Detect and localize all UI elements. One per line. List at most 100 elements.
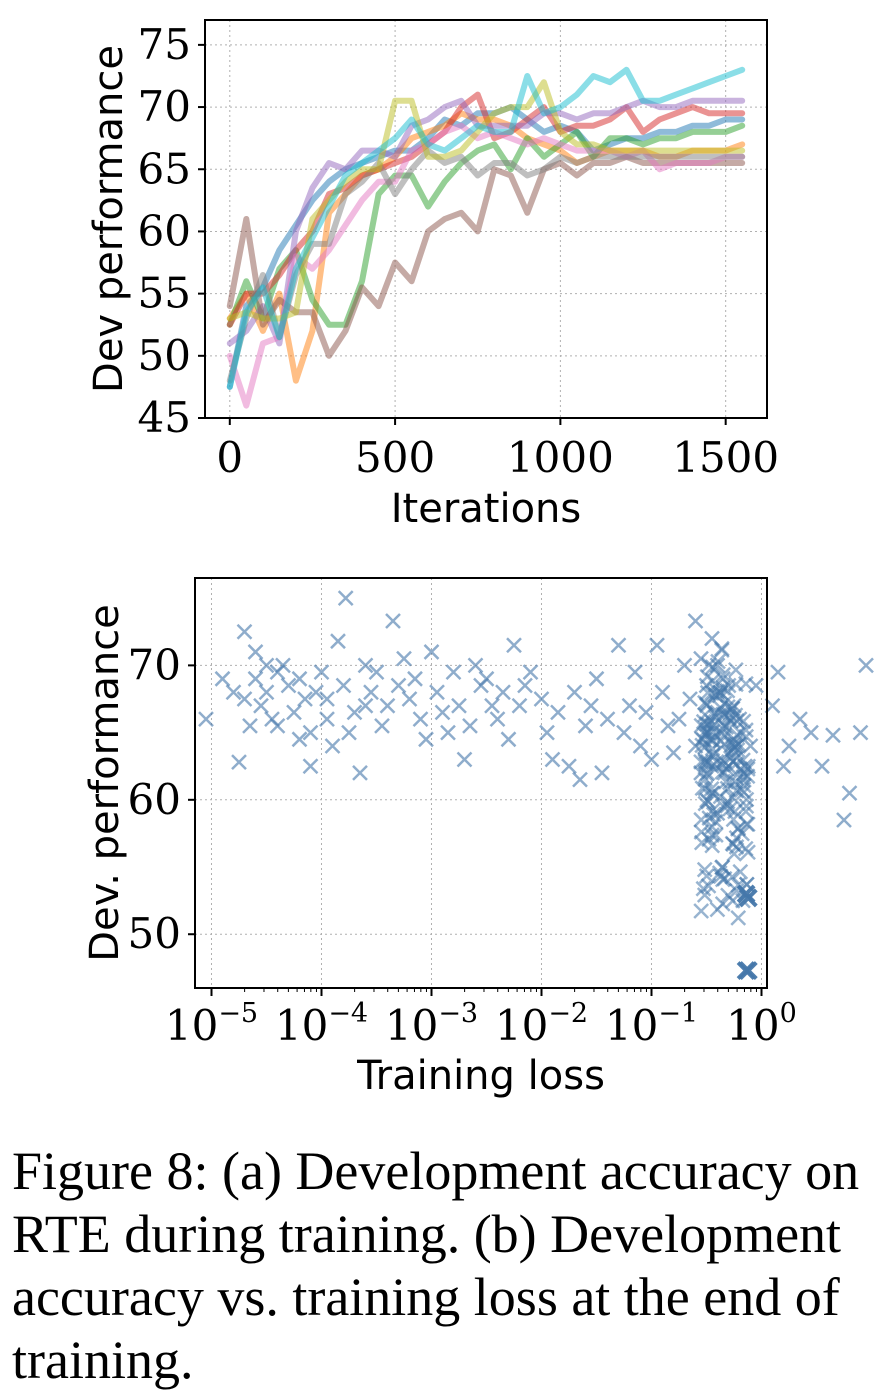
scatter-point: [522, 664, 539, 680]
scatter-point: [352, 765, 368, 781]
y-tick-labels: 50 60 70: [128, 640, 181, 958]
scatter-point-emphasized: [738, 961, 758, 980]
scatter-point: [738, 791, 755, 808]
scatter-point: [337, 590, 354, 607]
scatter-point: [735, 713, 752, 730]
scatter-point: [594, 765, 610, 781]
scatter-point: [258, 657, 275, 674]
scatter-point: [715, 680, 731, 696]
scatter-point: [225, 684, 242, 701]
scatter-point: [643, 751, 660, 768]
scatter-point: [236, 691, 253, 707]
scatter-point: [440, 724, 456, 741]
scatter-point: [308, 684, 324, 701]
scatter-point: [462, 717, 478, 734]
scatter-point: [729, 726, 745, 743]
y-tick-labels: 45 50 55 60 65 70 75: [138, 20, 191, 442]
scatter-point: [709, 901, 726, 918]
scatter-point: [198, 711, 214, 728]
scatter-point: [236, 623, 253, 640]
scatter-point: [286, 704, 302, 721]
scatter-point: [654, 684, 671, 701]
scatter-point: [456, 751, 473, 768]
scatter-point: [671, 711, 687, 728]
plot-frame: [194, 577, 768, 989]
series-line-9: [226, 79, 746, 322]
scatter-point: [357, 697, 374, 714]
scatter-point: [694, 780, 711, 797]
scatter-points: [198, 590, 874, 980]
y-tick-label: 70: [138, 82, 191, 131]
scatter-point: [858, 657, 874, 674]
y-axis-label: Dev. performance: [82, 604, 128, 962]
dev-performance-vs-iterations-chart: 45 50 55 60 65 70 75 0 500 1000 1500 Iterations D…: [86, 19, 779, 532]
scatter-point: [735, 777, 752, 794]
scatter-point: [302, 724, 319, 741]
scatter-point: [621, 697, 638, 714]
scatter-point: [445, 664, 462, 680]
dev-performance-vs-training-loss-chart: 50 60 70 10−5 10−4 10−3 10−2 10−1 100 Training …: [82, 577, 874, 1099]
scatter-point: [533, 691, 550, 707]
scatter-point: [660, 717, 676, 734]
scatter-point: [291, 731, 308, 748]
scatter-point: [489, 711, 506, 728]
scatter-point: [781, 738, 797, 754]
scatter-point: [550, 704, 566, 721]
scatter-point: [704, 747, 721, 764]
scatter-point: [727, 661, 744, 678]
scatter-point: [707, 827, 724, 843]
scatter-point: [390, 677, 407, 694]
scatter-point: [712, 699, 729, 716]
scatter-point: [561, 758, 577, 775]
scatter-point: [727, 773, 744, 790]
x-tick-label: 1500: [672, 433, 779, 482]
scatter-point: [738, 722, 754, 738]
scatter-point: [280, 677, 297, 694]
scatter-point: [687, 613, 704, 629]
scatter-point: [697, 795, 714, 812]
scatter-point: [682, 691, 698, 707]
scatter-point: [214, 670, 231, 687]
scatter-point: [572, 771, 588, 788]
scatter-point: [701, 716, 717, 733]
scatter-point: [719, 793, 736, 810]
scatter-point: [506, 637, 522, 654]
grid: [188, 578, 767, 996]
x-tick-label: 10−4: [275, 998, 368, 1050]
x-tick-labels: 10−5 10−4 10−3 10−2 10−1 100: [165, 998, 797, 1050]
series-line-3: [226, 122, 746, 328]
scatter-point: [715, 753, 732, 769]
x-axis-label: Training loss: [356, 1053, 605, 1099]
scatter-point: [738, 816, 755, 833]
scatter-point: [733, 782, 750, 799]
scatter-point: [738, 798, 755, 815]
x-tick-label: 100: [726, 998, 797, 1050]
series-line-8: [226, 147, 746, 384]
scatter-point: [346, 704, 363, 721]
scatter-point: [721, 774, 738, 791]
scatter-point: [566, 684, 583, 701]
scatter-point: [718, 719, 735, 736]
scatter-point: [814, 758, 830, 775]
scatter-point: [711, 865, 728, 881]
y-tick-label: 70: [128, 640, 181, 689]
scatter-point: [792, 711, 808, 728]
scatter-point: [418, 731, 434, 748]
x-tick-label: 10−3: [385, 998, 478, 1050]
scatter-point: [693, 903, 710, 919]
scatter-point: [699, 721, 716, 738]
scatter-point: [713, 642, 730, 659]
scatter-point: [258, 684, 275, 701]
scatter-point: [484, 697, 500, 714]
scatter-point: [247, 670, 264, 687]
figure-caption: Figure 8: (a) Development accuracy on RT…: [12, 1141, 860, 1390]
scatter-point: [696, 887, 713, 903]
scatter-point: [275, 657, 291, 674]
scatter-point: [577, 717, 594, 734]
series-lines: [226, 66, 746, 409]
scatter-point: [704, 659, 721, 676]
scatter-point: [319, 691, 335, 707]
scatter-point: [610, 637, 627, 654]
y-tick-label: 60: [128, 775, 181, 824]
figure: 45 50 55 60 65 70 75 0 500 1000 1500 Iterations D…: [82, 19, 874, 1099]
